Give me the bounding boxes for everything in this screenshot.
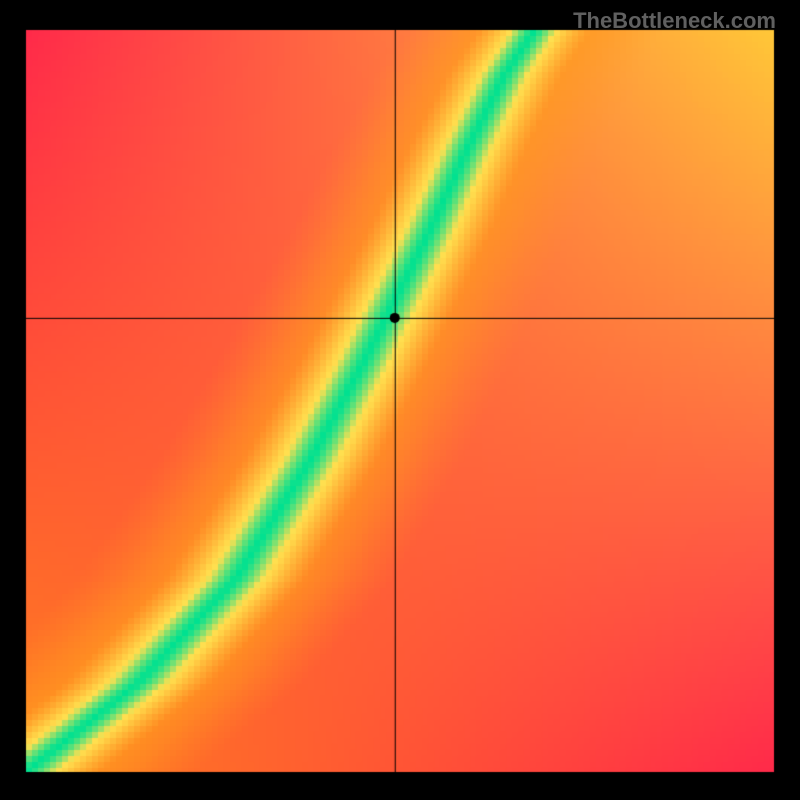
watermark-label: TheBottleneck.com xyxy=(573,8,776,34)
chart-container: TheBottleneck.com xyxy=(0,0,800,800)
bottleneck-heatmap xyxy=(0,0,800,800)
